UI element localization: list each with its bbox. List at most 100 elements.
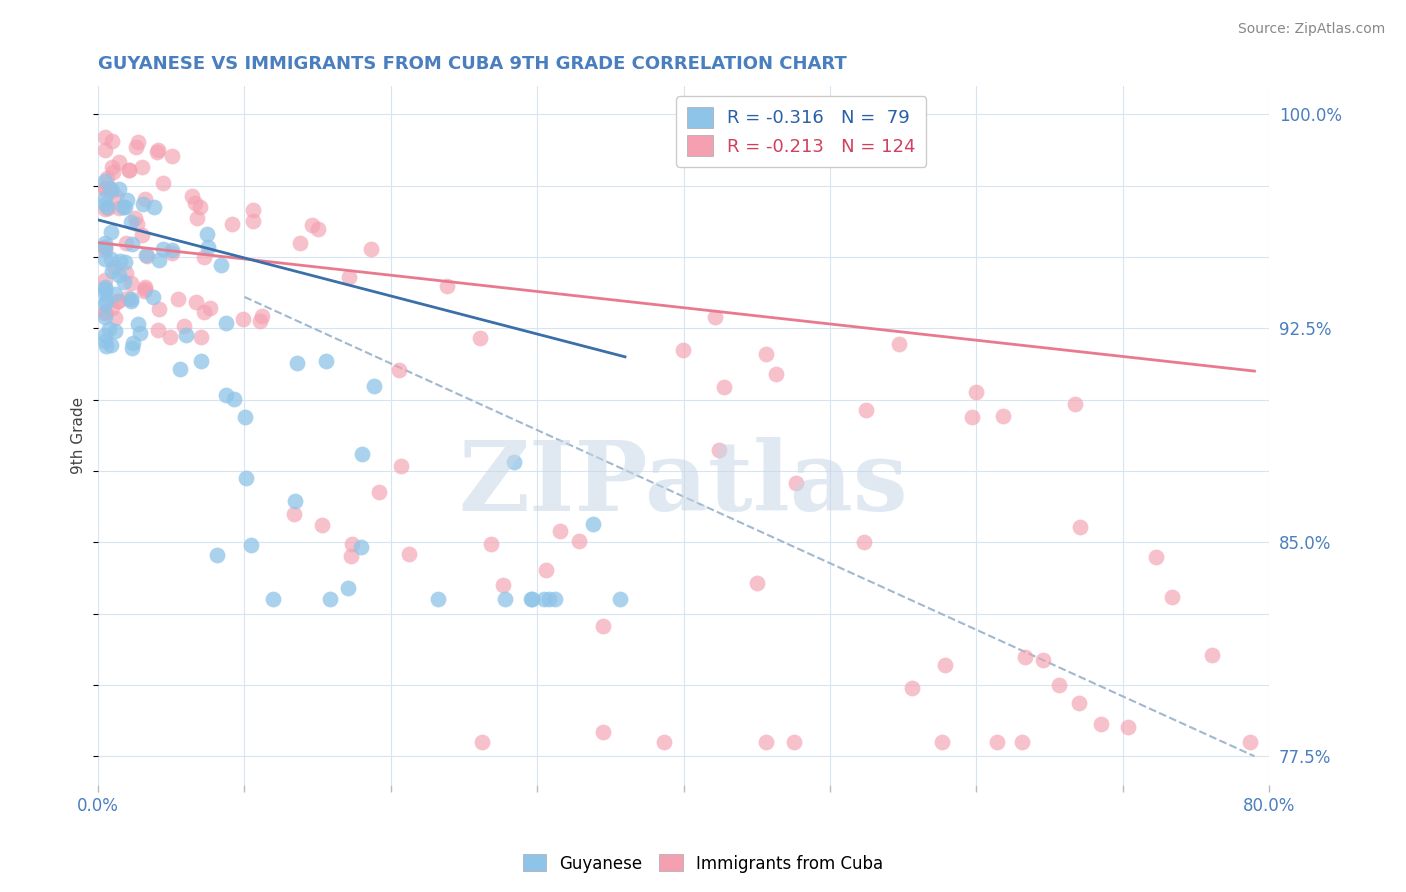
Point: [94, 286, 117, 301]
Point: [337, 269, 360, 284]
Point: [520, 592, 543, 607]
Point: [221, 217, 243, 231]
Point: [367, 484, 389, 499]
Point: [94, 279, 117, 293]
Point: [134, 192, 156, 206]
Point: [167, 292, 190, 306]
Point: [340, 549, 363, 564]
Point: [388, 363, 411, 377]
Point: [160, 244, 183, 258]
Point: [765, 368, 787, 382]
Point: [284, 494, 307, 508]
Point: [755, 347, 778, 361]
Point: [745, 575, 768, 590]
Point: [1014, 649, 1036, 664]
Point: [162, 245, 184, 260]
Point: [134, 280, 156, 294]
Point: [152, 177, 174, 191]
Point: [107, 294, 129, 309]
Point: [132, 284, 155, 298]
Legend: Guyanese, Immigrants from Cuba: Guyanese, Immigrants from Cuba: [516, 847, 890, 880]
Point: [209, 258, 232, 272]
Point: [146, 143, 169, 157]
Text: GUYANESE VS IMMIGRANTS FROM CUBA 9TH GRADE CORRELATION CHART: GUYANESE VS IMMIGRANTS FROM CUBA 9TH GRA…: [98, 55, 846, 73]
Point: [568, 534, 591, 549]
Point: [207, 548, 229, 562]
Point: [135, 249, 157, 263]
Point: [215, 316, 238, 330]
Point: [94, 334, 117, 348]
Point: [307, 222, 329, 236]
Point: [104, 324, 127, 338]
Point: [538, 592, 561, 607]
Point: [340, 536, 363, 550]
Point: [785, 476, 807, 491]
Point: [118, 162, 141, 177]
Point: [503, 455, 526, 469]
Point: [127, 135, 149, 149]
Point: [148, 302, 170, 317]
Point: [533, 592, 555, 607]
Point: [159, 329, 181, 343]
Point: [100, 338, 122, 352]
Point: [121, 335, 143, 350]
Point: [174, 328, 197, 343]
Point: [96, 170, 118, 185]
Point: [713, 380, 735, 394]
Point: [215, 388, 238, 402]
Point: [548, 524, 571, 538]
Point: [285, 356, 308, 370]
Point: [249, 314, 271, 328]
Point: [131, 228, 153, 243]
Point: [389, 458, 412, 473]
Point: [1116, 720, 1139, 734]
Point: [536, 563, 558, 577]
Point: [965, 385, 987, 400]
Point: [609, 592, 631, 607]
Point: [1069, 696, 1091, 710]
Point: [120, 277, 142, 291]
Point: [112, 201, 135, 215]
Point: [173, 319, 195, 334]
Point: [94, 197, 117, 211]
Point: [311, 517, 333, 532]
Point: [186, 211, 208, 225]
Point: [94, 181, 117, 195]
Point: [350, 541, 373, 555]
Point: [97, 180, 120, 194]
Point: [152, 242, 174, 256]
Point: [100, 182, 122, 196]
Point: [114, 235, 136, 250]
Point: [934, 657, 956, 672]
Point: [127, 217, 149, 231]
Point: [98, 321, 121, 335]
Point: [1201, 648, 1223, 662]
Point: [707, 442, 730, 457]
Point: [142, 290, 165, 304]
Point: [1032, 653, 1054, 667]
Point: [169, 361, 191, 376]
Point: [107, 268, 129, 283]
Point: [94, 305, 117, 319]
Point: [134, 282, 156, 296]
Point: [94, 182, 117, 196]
Point: [183, 195, 205, 210]
Point: [315, 354, 337, 368]
Point: [887, 337, 910, 351]
Point: [703, 310, 725, 324]
Point: [986, 735, 1008, 749]
Point: [582, 516, 605, 531]
Point: [283, 507, 305, 521]
Point: [901, 681, 924, 695]
Point: [288, 236, 311, 251]
Point: [1064, 397, 1087, 411]
Point: [100, 252, 122, 266]
Point: [131, 160, 153, 174]
Point: [94, 310, 117, 324]
Point: [114, 266, 136, 280]
Point: [232, 312, 254, 326]
Y-axis label: 9th Grade: 9th Grade: [72, 397, 86, 474]
Point: [114, 200, 136, 214]
Point: [104, 287, 127, 301]
Point: [186, 295, 208, 310]
